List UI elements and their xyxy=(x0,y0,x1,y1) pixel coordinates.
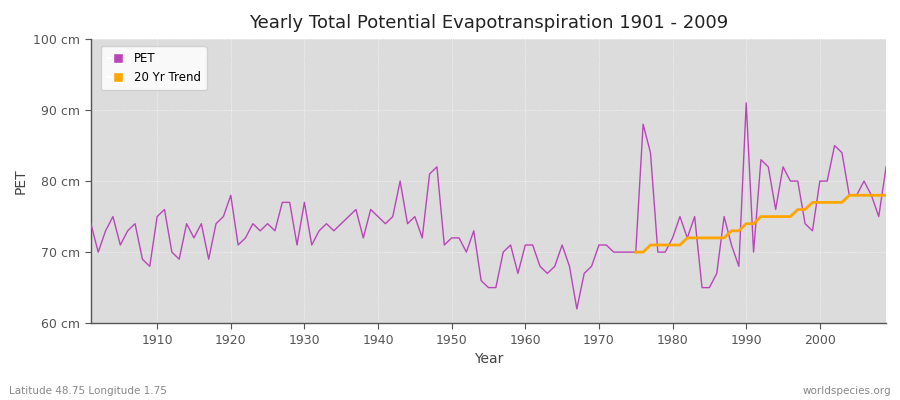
Text: worldspecies.org: worldspecies.org xyxy=(803,386,891,396)
Legend: PET, 20 Yr Trend: PET, 20 Yr Trend xyxy=(101,46,207,90)
Y-axis label: PET: PET xyxy=(14,168,28,194)
Title: Yearly Total Potential Evapotranspiration 1901 - 2009: Yearly Total Potential Evapotranspiratio… xyxy=(249,14,728,32)
X-axis label: Year: Year xyxy=(473,352,503,366)
Text: Latitude 48.75 Longitude 1.75: Latitude 48.75 Longitude 1.75 xyxy=(9,386,166,396)
